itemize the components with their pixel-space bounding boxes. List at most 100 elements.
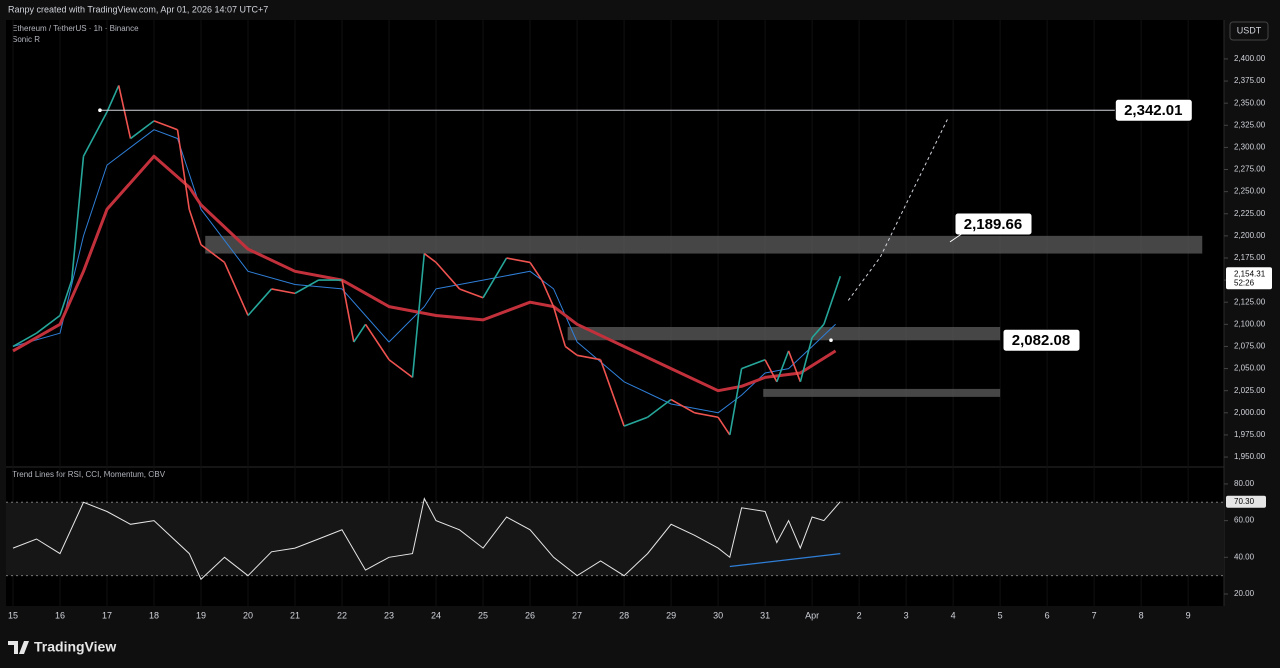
price-segment — [564, 345, 578, 356]
price-segment — [623, 416, 648, 427]
price-segment — [670, 398, 695, 414]
price-segment — [694, 412, 719, 419]
currency-label[interactable]: USDT — [1237, 25, 1262, 35]
x-tick-label: 29 — [666, 610, 676, 620]
indicator-trendline — [729, 553, 841, 568]
price-segment — [741, 358, 766, 370]
price-segment — [117, 85, 132, 139]
level-box — [1002, 328, 1081, 352]
level-anchor — [98, 108, 102, 113]
chart-title: Ethereum / TetherUS · 1h · Binance — [12, 24, 139, 33]
price-segment — [70, 156, 85, 281]
x-tick-label: 15 — [8, 610, 18, 620]
price-segment — [647, 398, 672, 418]
x-tick-label: 16 — [55, 610, 65, 620]
level-anchor — [829, 338, 833, 342]
price-segment — [552, 306, 567, 347]
price-segment — [200, 244, 225, 264]
countdown: 52:26 — [1234, 278, 1255, 287]
x-tick-label: 31 — [760, 610, 770, 620]
x-tick-label: 30 — [713, 610, 723, 620]
x-tick-label: 7 — [1092, 610, 1097, 620]
price-segment — [59, 279, 73, 316]
price-segment — [353, 323, 367, 343]
price-segment — [364, 323, 390, 361]
y-tick-label: 2,200.00 — [1234, 231, 1266, 240]
price-segment — [729, 368, 743, 436]
x-tick-label: 24 — [431, 610, 441, 620]
x-tick-label: 9 — [1186, 610, 1191, 620]
indicator-name: Sonic R — [12, 35, 40, 44]
x-tick-label: 21 — [290, 610, 300, 620]
indicator-band — [6, 502, 1224, 576]
price-segment — [176, 129, 191, 210]
x-tick-label: Apr — [805, 610, 819, 620]
price-segment — [423, 252, 437, 264]
moving-average — [12, 129, 836, 414]
price-segment — [247, 288, 273, 317]
price-segment — [294, 279, 319, 295]
x-tick-label: 20 — [243, 610, 253, 620]
zone — [205, 235, 1203, 254]
y-tick-label: 2,050.00 — [1234, 364, 1266, 373]
price-segment — [411, 253, 426, 378]
level-pointer — [949, 232, 964, 243]
price-segment — [541, 279, 555, 307]
x-tick-label: 27 — [572, 610, 582, 620]
indicator-line — [12, 497, 841, 581]
y-tick-label: 2,400.00 — [1234, 54, 1266, 63]
indicator-tick-label: 60.00 — [1234, 516, 1255, 525]
x-tick-label: 19 — [196, 610, 206, 620]
brand-icon[interactable] — [8, 641, 29, 654]
last-price-label: 2,154.31 — [1234, 269, 1266, 278]
y-tick-label: 2,300.00 — [1234, 143, 1266, 152]
brand-logo[interactable]: TradingView — [8, 639, 116, 655]
y-tick-label: 2,025.00 — [1234, 386, 1266, 395]
y-tick-label: 1,950.00 — [1234, 452, 1266, 461]
x-tick-label: 4 — [951, 610, 956, 620]
x-tick-label: 8 — [1139, 610, 1144, 620]
y-tick-label: 2,000.00 — [1234, 408, 1266, 417]
price-segment — [106, 85, 120, 113]
last-price-tag — [1226, 267, 1272, 290]
price-segment — [130, 120, 155, 140]
price-segment — [435, 261, 461, 290]
x-tick-label: 28 — [619, 610, 629, 620]
price-segment — [223, 262, 249, 316]
y-tick-label: 2,350.00 — [1234, 98, 1266, 107]
x-tick-label: 3 — [904, 610, 909, 620]
price-segment — [459, 288, 484, 299]
indicator-title: Trend Lines for RSI, CCI, Momentum, OBV — [12, 470, 166, 479]
price-segment — [717, 416, 731, 436]
y-tick-label: 2,225.00 — [1234, 209, 1266, 218]
y-tick-label: 2,325.00 — [1234, 120, 1266, 129]
x-tick-label: 17 — [102, 610, 112, 620]
price-segment — [599, 359, 625, 427]
price-segment — [787, 350, 802, 383]
indicator-last-tag — [1226, 495, 1266, 508]
zone — [567, 326, 1001, 341]
x-tick-label: 23 — [384, 610, 394, 620]
indicator-last-label: 70.30 — [1234, 497, 1255, 506]
price-segment — [341, 279, 355, 343]
level-label: 2,189.66 — [964, 216, 1022, 233]
y-tick-label: 2,175.00 — [1234, 253, 1266, 262]
x-tick-label: 18 — [149, 610, 159, 620]
price-segment — [388, 359, 414, 379]
price-segment — [823, 276, 842, 325]
price-segment — [188, 209, 202, 245]
x-tick-label: 5 — [998, 610, 1003, 620]
price-segment — [811, 323, 825, 339]
x-tick-label: 25 — [478, 610, 488, 620]
price-segment — [12, 332, 37, 348]
projection — [847, 117, 949, 301]
price-segment — [799, 337, 813, 383]
y-tick-label: 2,125.00 — [1234, 297, 1266, 306]
indicator-tick-label: 20.00 — [1234, 589, 1255, 598]
brand-name[interactable]: TradingView — [34, 639, 116, 655]
x-tick-label: 22 — [337, 610, 347, 620]
currency-button[interactable] — [1229, 21, 1269, 41]
price-segment — [529, 261, 543, 281]
